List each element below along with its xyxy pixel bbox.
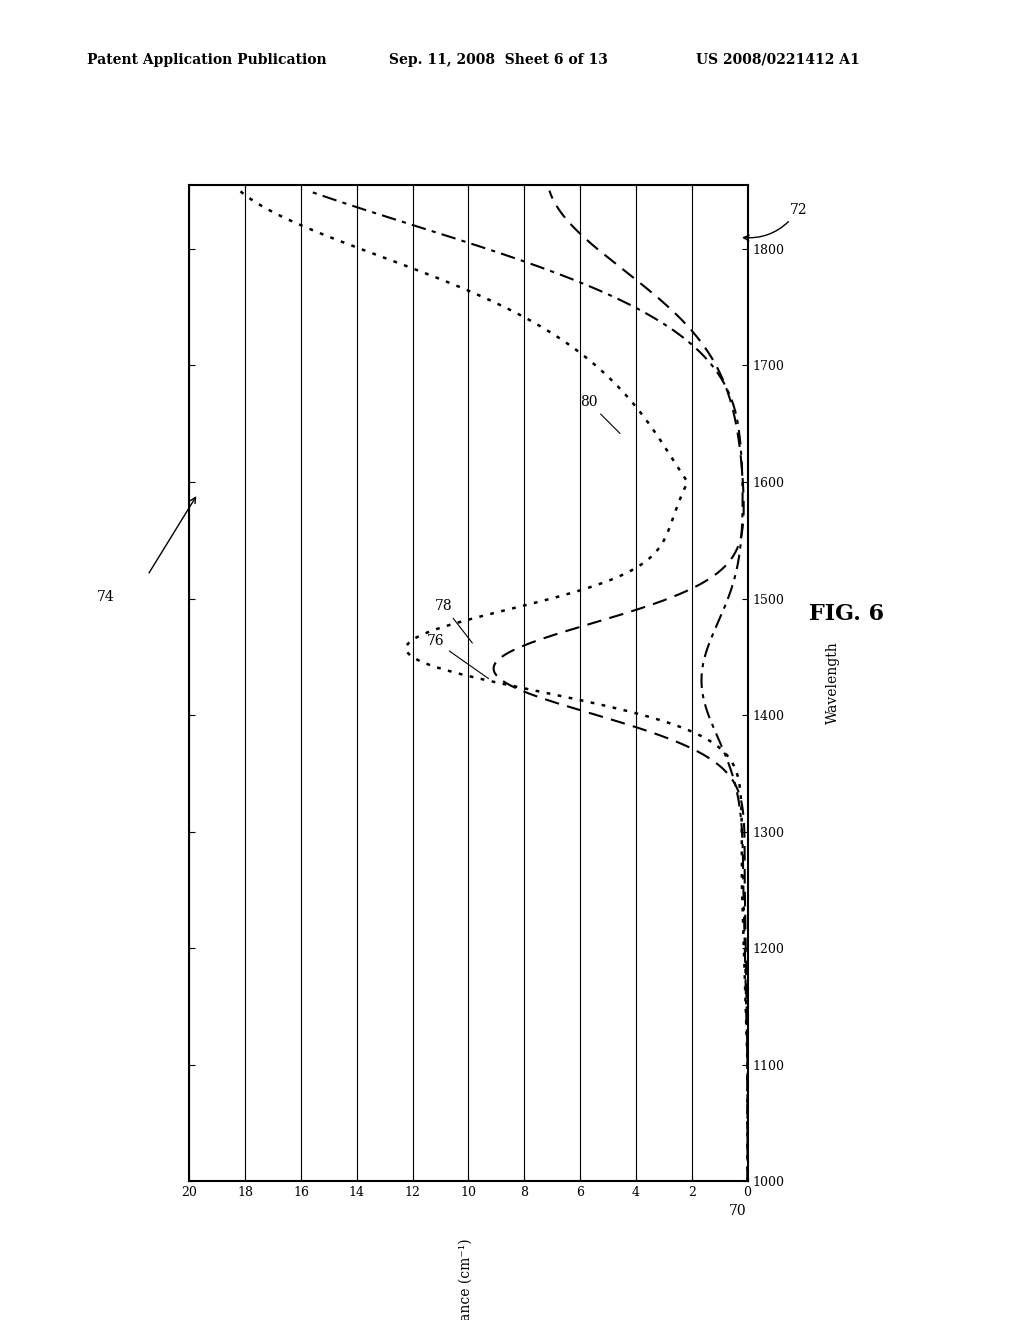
Text: Absorbance (cm⁻¹): Absorbance (cm⁻¹) xyxy=(459,1238,473,1320)
Text: 80: 80 xyxy=(580,395,620,433)
Text: Patent Application Publication: Patent Application Publication xyxy=(87,53,327,67)
Text: 72: 72 xyxy=(743,203,807,240)
Text: FIG. 6: FIG. 6 xyxy=(809,603,884,626)
Y-axis label: Wavelength: Wavelength xyxy=(826,642,840,725)
Text: Sep. 11, 2008  Sheet 6 of 13: Sep. 11, 2008 Sheet 6 of 13 xyxy=(389,53,608,67)
Text: US 2008/0221412 A1: US 2008/0221412 A1 xyxy=(696,53,860,67)
Text: 78: 78 xyxy=(435,599,472,643)
Text: 70: 70 xyxy=(729,1204,746,1218)
Text: 76: 76 xyxy=(427,634,488,678)
Text: 74: 74 xyxy=(97,590,115,603)
